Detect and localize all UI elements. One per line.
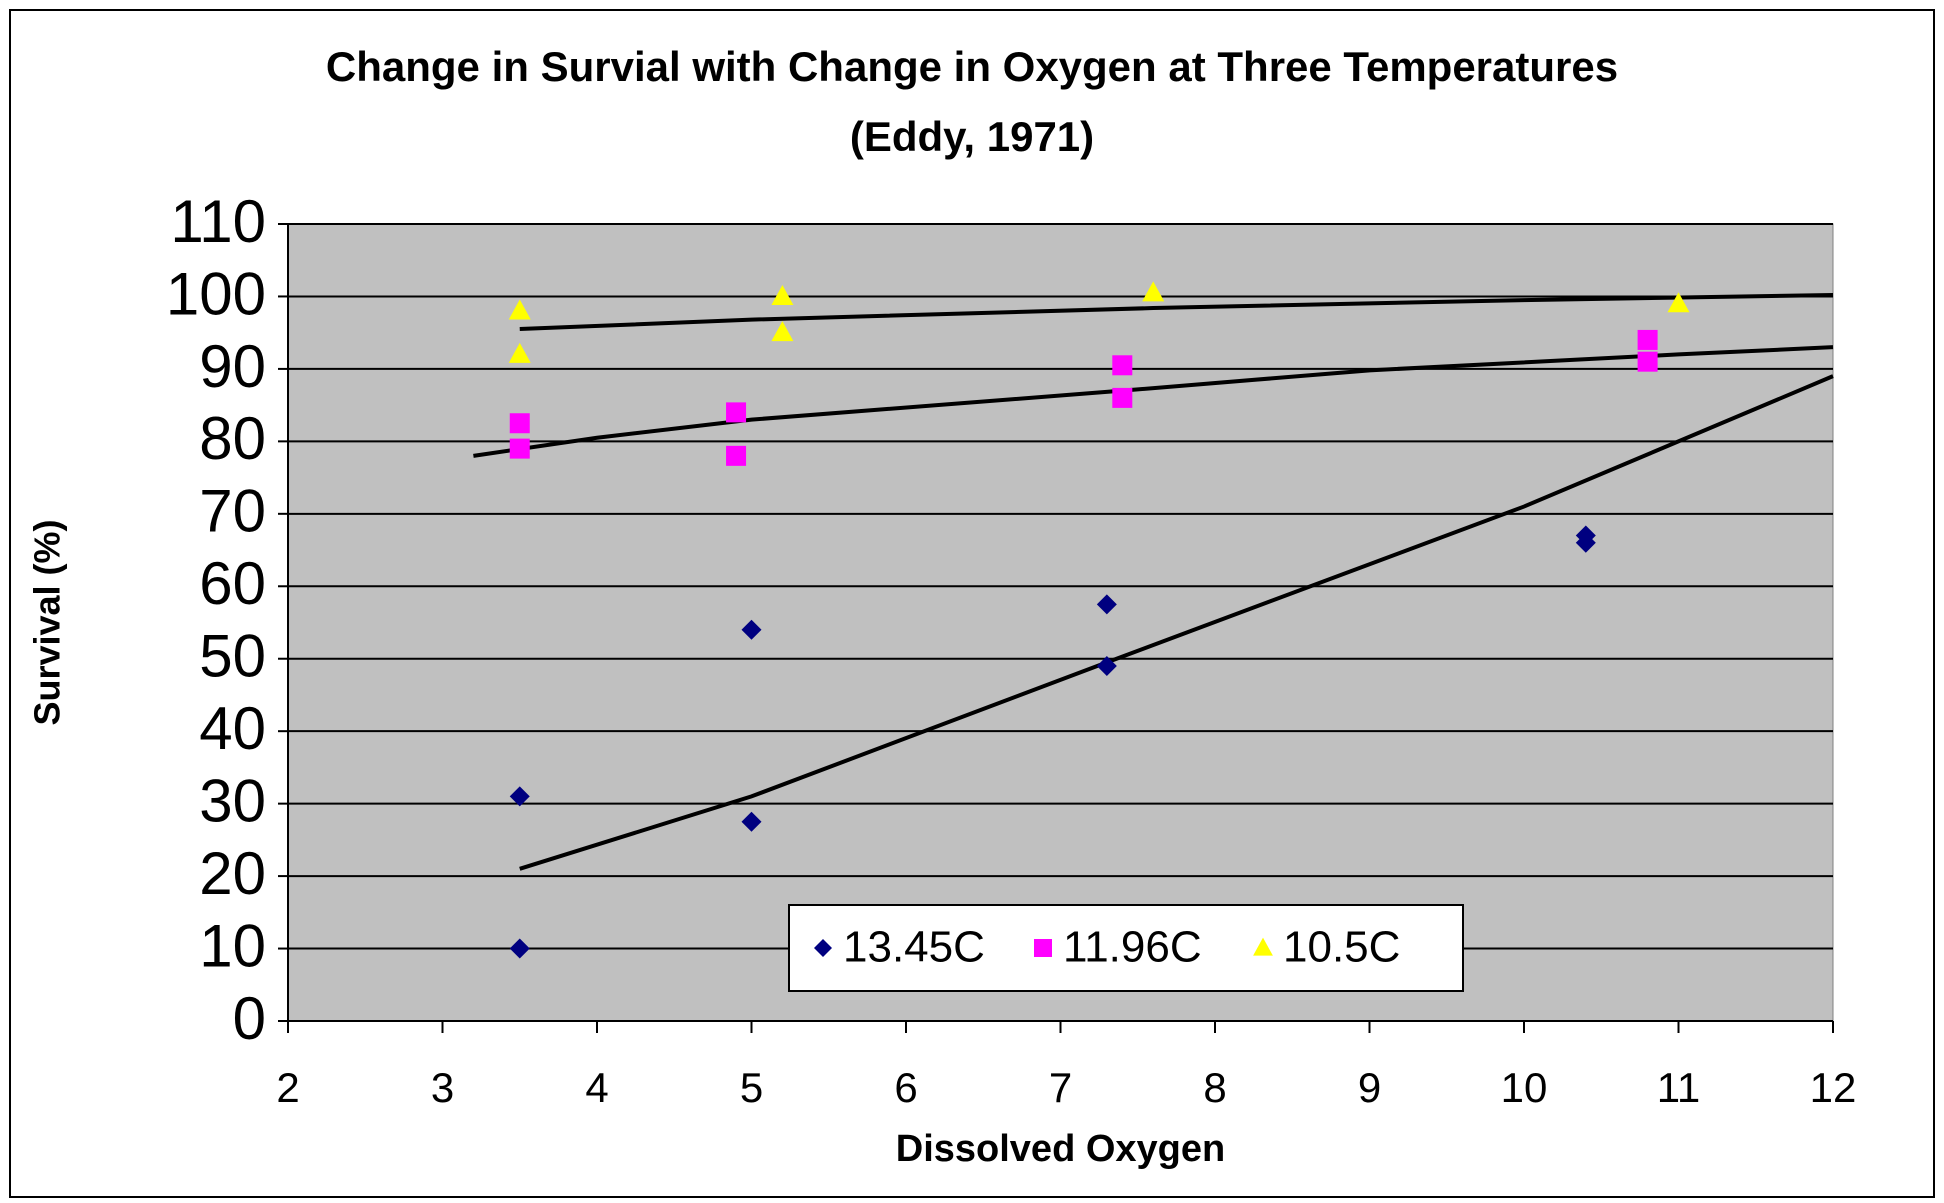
marker <box>1096 594 1117 615</box>
y-tick-label: 60 <box>199 550 266 617</box>
y-tick-label: 10 <box>199 912 266 979</box>
x-tick-label: 12 <box>1810 1064 1857 1111</box>
y-tick-label: 100 <box>166 260 266 327</box>
y-tick-label: 20 <box>199 840 266 907</box>
x-tick-label: 8 <box>1203 1064 1226 1111</box>
x-tick-label: 10 <box>1501 1064 1548 1111</box>
legend-marker <box>1253 937 1273 956</box>
marker <box>509 438 530 459</box>
y-tick-label: 80 <box>199 405 266 472</box>
marker <box>509 786 530 807</box>
marker <box>1096 655 1117 676</box>
plot-area <box>287 223 1834 1022</box>
marker <box>726 445 747 466</box>
marker <box>509 938 530 959</box>
x-tick-label: 3 <box>431 1064 454 1111</box>
marker <box>726 402 747 423</box>
x-tick-label: 4 <box>585 1064 608 1111</box>
x-tick-label: 9 <box>1358 1064 1381 1111</box>
marker <box>509 413 530 434</box>
x-tick-label: 7 <box>1049 1064 1072 1111</box>
marker <box>1142 281 1165 302</box>
legend-label: 13.45C <box>843 923 985 972</box>
legend-box <box>788 904 1464 992</box>
x-tick-label: 2 <box>276 1064 299 1111</box>
marker <box>508 299 531 320</box>
x-tick-label: 11 <box>1657 1064 1701 1111</box>
marker <box>1637 351 1658 372</box>
marker <box>1112 387 1133 408</box>
legend-label: 11.96C <box>1063 923 1202 972</box>
marker <box>741 619 762 640</box>
x-axis-title: Dissolved Oxygen <box>896 1128 1225 1170</box>
trend-line <box>519 293 1834 332</box>
y-tick-label: 0 <box>233 985 266 1052</box>
chart-title: Change in Survial with Change in Oxygen … <box>325 43 1619 160</box>
marker <box>1575 532 1596 553</box>
y-axis-title: Survival (%) <box>27 519 68 725</box>
marker <box>508 342 531 363</box>
marker <box>741 811 762 832</box>
legend-label: 10.5C <box>1283 923 1400 972</box>
x-tick-label: 6 <box>894 1064 917 1111</box>
marker <box>1637 329 1658 350</box>
y-tick-label: 90 <box>199 333 266 400</box>
y-tick-label: 70 <box>199 478 266 545</box>
y-tick-label: 30 <box>199 767 266 834</box>
y-tick-label: 40 <box>199 695 266 762</box>
x-tick-label: 5 <box>740 1064 763 1111</box>
y-tick-label: 110 <box>170 188 266 255</box>
marker <box>771 284 794 305</box>
marker <box>1112 355 1133 376</box>
legend-marker <box>814 939 832 957</box>
y-tick-label: 50 <box>199 623 266 690</box>
legend-marker <box>1034 939 1052 957</box>
marker <box>1667 292 1690 313</box>
marker <box>771 321 794 342</box>
